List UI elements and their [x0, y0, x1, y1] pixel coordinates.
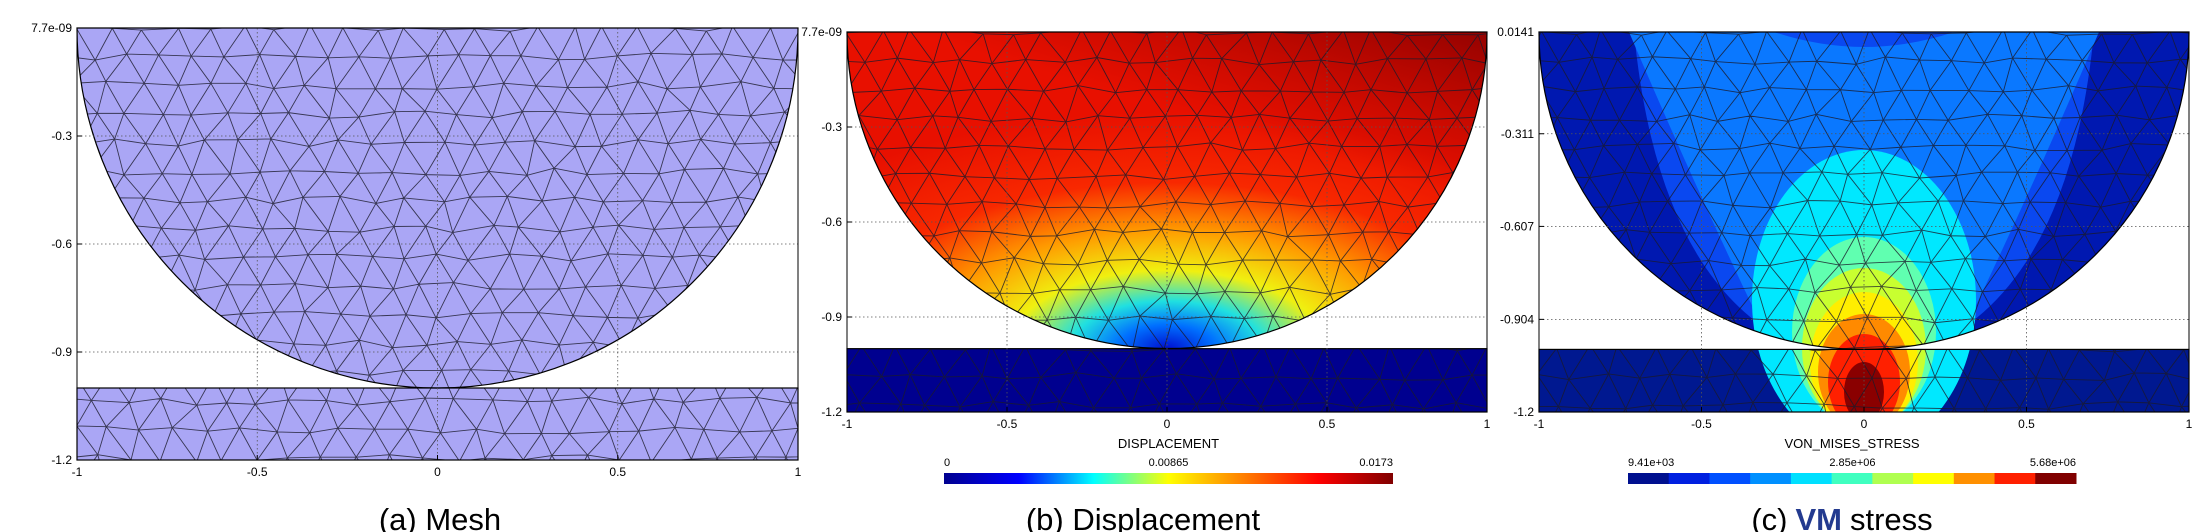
y-tick-label: 7.7e-09 [801, 25, 842, 39]
x-tick-label: 0.5 [609, 465, 626, 479]
colorbar-swatch [1953, 473, 1996, 484]
y-tick-label: -0.9 [51, 345, 72, 359]
x-tick-label: 1 [2186, 417, 2193, 431]
panel: 7.7e-09 -0.3 -0.6 -0.9 -1.2-1 -0.5 0 0.5 1 DISPLA… [801, 25, 1491, 532]
x-tick-label: 1 [1484, 417, 1491, 431]
x-tick-label: 0.5 [1319, 417, 1336, 431]
caption-part: (c) [1751, 502, 1787, 532]
colorbar-swatch [1831, 473, 1873, 484]
y-tick-label: -1.2 [1513, 405, 1534, 419]
colorbar-label: VON_MISES_STRESS [1784, 436, 1919, 451]
x-tick-label: 1 [795, 465, 802, 479]
colorbar-tick-label: 0.00865 [1149, 457, 1189, 469]
panel: 7.7e-09 -0.3 -0.6 -0.9 -1.2-1 -0.5 0 0.5 1 (a) Me… [31, 21, 802, 532]
caption: (c) VM stress [1751, 502, 1932, 532]
axes-frame [1538, 31, 2190, 413]
body [77, 28, 798, 460]
y-tick-label: -0.904 [1500, 312, 1534, 326]
colorbar-tick-label: 2.85e+06 [1829, 457, 1875, 469]
x-tick-label: -1 [72, 465, 83, 479]
colorbar-swatch [1913, 473, 1955, 484]
colorbar-swatch [1709, 473, 1751, 484]
x-tick-label: -0.5 [997, 417, 1018, 431]
caption-part: stress [1850, 502, 1933, 532]
y-tick-label: -0.3 [51, 129, 72, 143]
colorbar-tick-label: 5.68e+06 [2030, 457, 2076, 469]
y-tick-label: -0.9 [821, 310, 842, 324]
colorbar-tick-label: 9.41e+03 [1628, 457, 1674, 469]
colorbar-swatch [1994, 473, 2036, 484]
colorbar-tick-label: 0 [944, 457, 950, 469]
y-tick-label: -0.607 [1500, 219, 1534, 233]
y-tick-label: 0.0141 [1497, 25, 1534, 39]
y-tick-label: -1.2 [821, 405, 842, 419]
x-tick-label: 0 [434, 465, 441, 479]
x-tick-label: -1 [842, 417, 853, 431]
body [847, 32, 1487, 412]
x-tick-label: 0.5 [2018, 417, 2035, 431]
colorbar-label: DISPLACEMENT [1118, 436, 1219, 451]
colorbar-swatch [1628, 473, 1670, 484]
y-tick-label: -0.311 [1501, 127, 1534, 141]
body [1539, 32, 2189, 412]
x-tick-label: 0 [1164, 417, 1171, 431]
y-tick-label: 7.7e-09 [31, 21, 72, 35]
x-tick-label: -0.5 [1691, 417, 1712, 431]
caption: (a) Mesh [379, 502, 501, 532]
caption: (b) Displacement [1026, 502, 1261, 532]
colorbar-swatch [1750, 473, 1792, 484]
colorbar [944, 473, 1393, 484]
panel: 0.0141 -0.311 -0.607 -0.904 -1.2-1 -0.5 0 0.5 1 V… [1497, 25, 2193, 532]
colorbar-swatch [1668, 473, 1710, 484]
caption-part: VM [1795, 502, 1842, 532]
x-tick-label: -0.5 [247, 465, 268, 479]
y-tick-label: -1.2 [51, 453, 72, 467]
colorbar-tick-label: 0.0173 [1359, 457, 1393, 469]
colorbar-swatch [2035, 473, 2077, 484]
y-tick-label: -0.6 [821, 215, 842, 229]
colorbar-swatch [1790, 473, 1833, 484]
x-tick-label: 0 [1861, 417, 1868, 431]
axes-frame [846, 31, 1488, 413]
axes-frame [76, 27, 799, 461]
y-tick-label: -0.6 [51, 237, 72, 251]
colorbar-swatch [1872, 473, 1914, 484]
x-tick-label: -1 [1534, 417, 1545, 431]
y-tick-label: -0.3 [821, 120, 842, 134]
